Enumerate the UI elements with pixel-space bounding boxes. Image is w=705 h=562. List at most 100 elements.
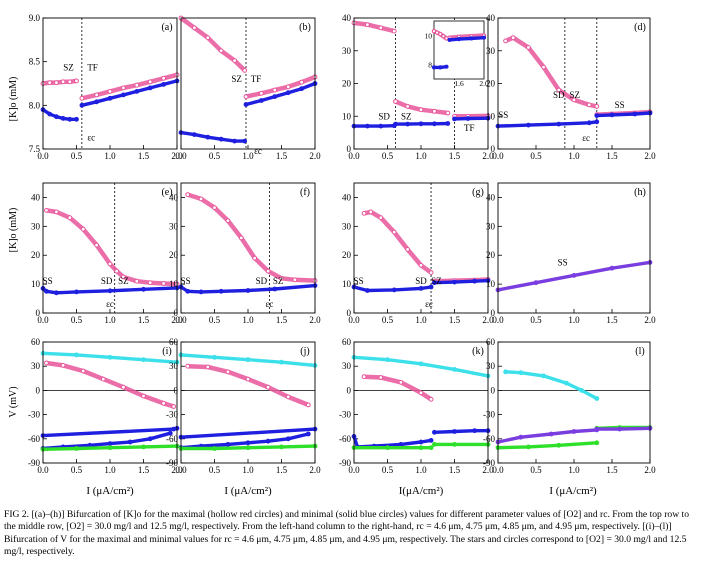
xtick-label-a-0: 0.0 bbox=[37, 151, 49, 161]
series-l-1-green bbox=[496, 441, 599, 450]
xtick-label-j-0: 0.0 bbox=[175, 465, 187, 475]
panel-label-f: (f) bbox=[300, 187, 310, 198]
point-g-0-6 bbox=[428, 270, 434, 276]
point-i-1-2 bbox=[80, 368, 86, 374]
point-k-2-4 bbox=[418, 439, 424, 445]
point-d-0-4 bbox=[556, 87, 562, 93]
xtick-label-b-2: 1.0 bbox=[242, 151, 254, 161]
series-d-0-red bbox=[503, 35, 600, 109]
point-k-3-1 bbox=[452, 429, 457, 434]
ytick-label-c-2: 20 bbox=[342, 79, 352, 89]
point-d-3-1 bbox=[609, 112, 615, 118]
point-a-2-1 bbox=[47, 111, 53, 117]
point-f-0-2 bbox=[212, 205, 217, 211]
ytick-label-h-2: 20 bbox=[486, 250, 496, 260]
annotation-e-0: SS bbox=[43, 276, 53, 286]
point-c-0-2 bbox=[378, 25, 384, 31]
xtick-label-e-2: 1.0 bbox=[104, 315, 116, 325]
frame-f bbox=[180, 182, 316, 314]
point-k-2-5 bbox=[428, 438, 434, 443]
point-a-2-2 bbox=[54, 114, 59, 120]
frame-a bbox=[42, 17, 178, 150]
point-g-2-2 bbox=[391, 287, 397, 293]
panel-label-g: (g) bbox=[472, 187, 484, 198]
xtick-label-g-0: 0.0 bbox=[348, 315, 360, 325]
ytick-label-l-4: 30 bbox=[486, 361, 496, 371]
point-a-0-5 bbox=[74, 78, 79, 84]
point-l-0-1 bbox=[518, 370, 524, 376]
annotation-c-0: SD bbox=[378, 112, 390, 122]
point-f-0-8 bbox=[292, 277, 298, 283]
xtick-label-k-0: 0.0 bbox=[348, 465, 360, 475]
xtick-label-c-0: 0.0 bbox=[348, 151, 360, 161]
xtick-label-k-4: 2.0 bbox=[482, 465, 494, 475]
point-a-3-5 bbox=[147, 85, 153, 91]
inset-ytick-label-1: 10 bbox=[425, 32, 433, 41]
ytick-label-g-1: 10 bbox=[342, 279, 352, 289]
point-c-inset-3-0 bbox=[447, 37, 452, 43]
point-k-0-1 bbox=[385, 357, 390, 363]
frame-l bbox=[497, 341, 651, 464]
xtick-label-c-4: 2.0 bbox=[482, 151, 494, 161]
annotation-a-0: SZ bbox=[63, 62, 74, 72]
point-b-3-3 bbox=[285, 90, 291, 96]
point-k-1-0 bbox=[361, 374, 367, 380]
series-i-3-blue bbox=[41, 426, 179, 438]
point-c-inset-3-1 bbox=[456, 37, 462, 42]
ytick-label-k-4: 30 bbox=[342, 361, 352, 371]
point-g-3-0 bbox=[432, 280, 437, 286]
point-g-0-1 bbox=[368, 209, 374, 215]
xtick-label-b-3: 1.5 bbox=[276, 151, 288, 161]
point-c-4-4 bbox=[445, 121, 451, 126]
point-k-2-3 bbox=[398, 442, 404, 447]
point-a-1-5 bbox=[147, 79, 153, 85]
point-i-0-1 bbox=[74, 352, 79, 358]
point-e-1-5 bbox=[141, 286, 146, 292]
point-l-1-2 bbox=[556, 442, 562, 448]
point-j-1-2 bbox=[225, 369, 231, 375]
ytick-label-g-4: 40 bbox=[342, 192, 352, 202]
xtick-label-d-0: 0.0 bbox=[492, 151, 504, 161]
xtick-label-c-2: 1.0 bbox=[415, 151, 427, 161]
point-c-1-2 bbox=[418, 107, 424, 113]
point-a-0-1 bbox=[47, 80, 53, 85]
annotation-g-2: SZ bbox=[431, 276, 442, 286]
ytick-label-j-5: 60 bbox=[169, 337, 179, 347]
panel-label-h: (h) bbox=[634, 187, 646, 198]
series-c-5-blue bbox=[452, 116, 490, 121]
xtick-label-h-2: 1.0 bbox=[568, 315, 580, 325]
panel-label-a: (a) bbox=[161, 22, 172, 33]
inset-frame-c bbox=[433, 20, 485, 80]
point-e-0-5 bbox=[107, 261, 113, 267]
ytick-label-e-2: 20 bbox=[31, 250, 41, 260]
series-l-2-purple bbox=[496, 428, 599, 444]
ytick-label-e-3: 30 bbox=[31, 221, 41, 231]
point-k-5-1 bbox=[452, 442, 457, 447]
xtick-label-b-0: 0.0 bbox=[175, 151, 187, 161]
series-c-0-red bbox=[351, 20, 397, 34]
xtick-label-f-2: 1.0 bbox=[242, 315, 254, 325]
point-l-1-1 bbox=[526, 444, 531, 450]
ylabel-row3: V (mV) bbox=[8, 386, 19, 417]
frame-i bbox=[42, 341, 178, 464]
xtick-label-d-1: 0.5 bbox=[530, 151, 542, 161]
xtick-label-a-2: 1.0 bbox=[104, 151, 116, 161]
point-c-5-1 bbox=[465, 116, 471, 121]
xtick-label-d-3: 1.5 bbox=[606, 151, 618, 161]
point-d-2-3 bbox=[586, 120, 592, 126]
point-b-3-4 bbox=[299, 86, 305, 92]
panel-a: 0.0 0.5 1.0 1.5 2.0 7.5 8.0 8.5 9.0 SZ TF εc (a) bbox=[29, 13, 183, 161]
point-c-3-1 bbox=[365, 123, 370, 129]
ytick-label-d-4: 40 bbox=[486, 13, 496, 23]
xtick-label-k-1: 0.5 bbox=[382, 465, 394, 475]
point-k-3-0 bbox=[432, 429, 437, 435]
frame-j bbox=[180, 341, 316, 464]
point-l-0-4 bbox=[579, 388, 584, 393]
panel-b: 0.0 0.5 1.0 1.5 2.0 SZ TF εc (b) bbox=[175, 15, 321, 161]
ytick-label-h-3: 30 bbox=[486, 221, 496, 231]
point-i-1-7 bbox=[171, 404, 177, 409]
point-j-1-3 bbox=[245, 376, 251, 382]
point-e-0-8 bbox=[134, 278, 140, 284]
